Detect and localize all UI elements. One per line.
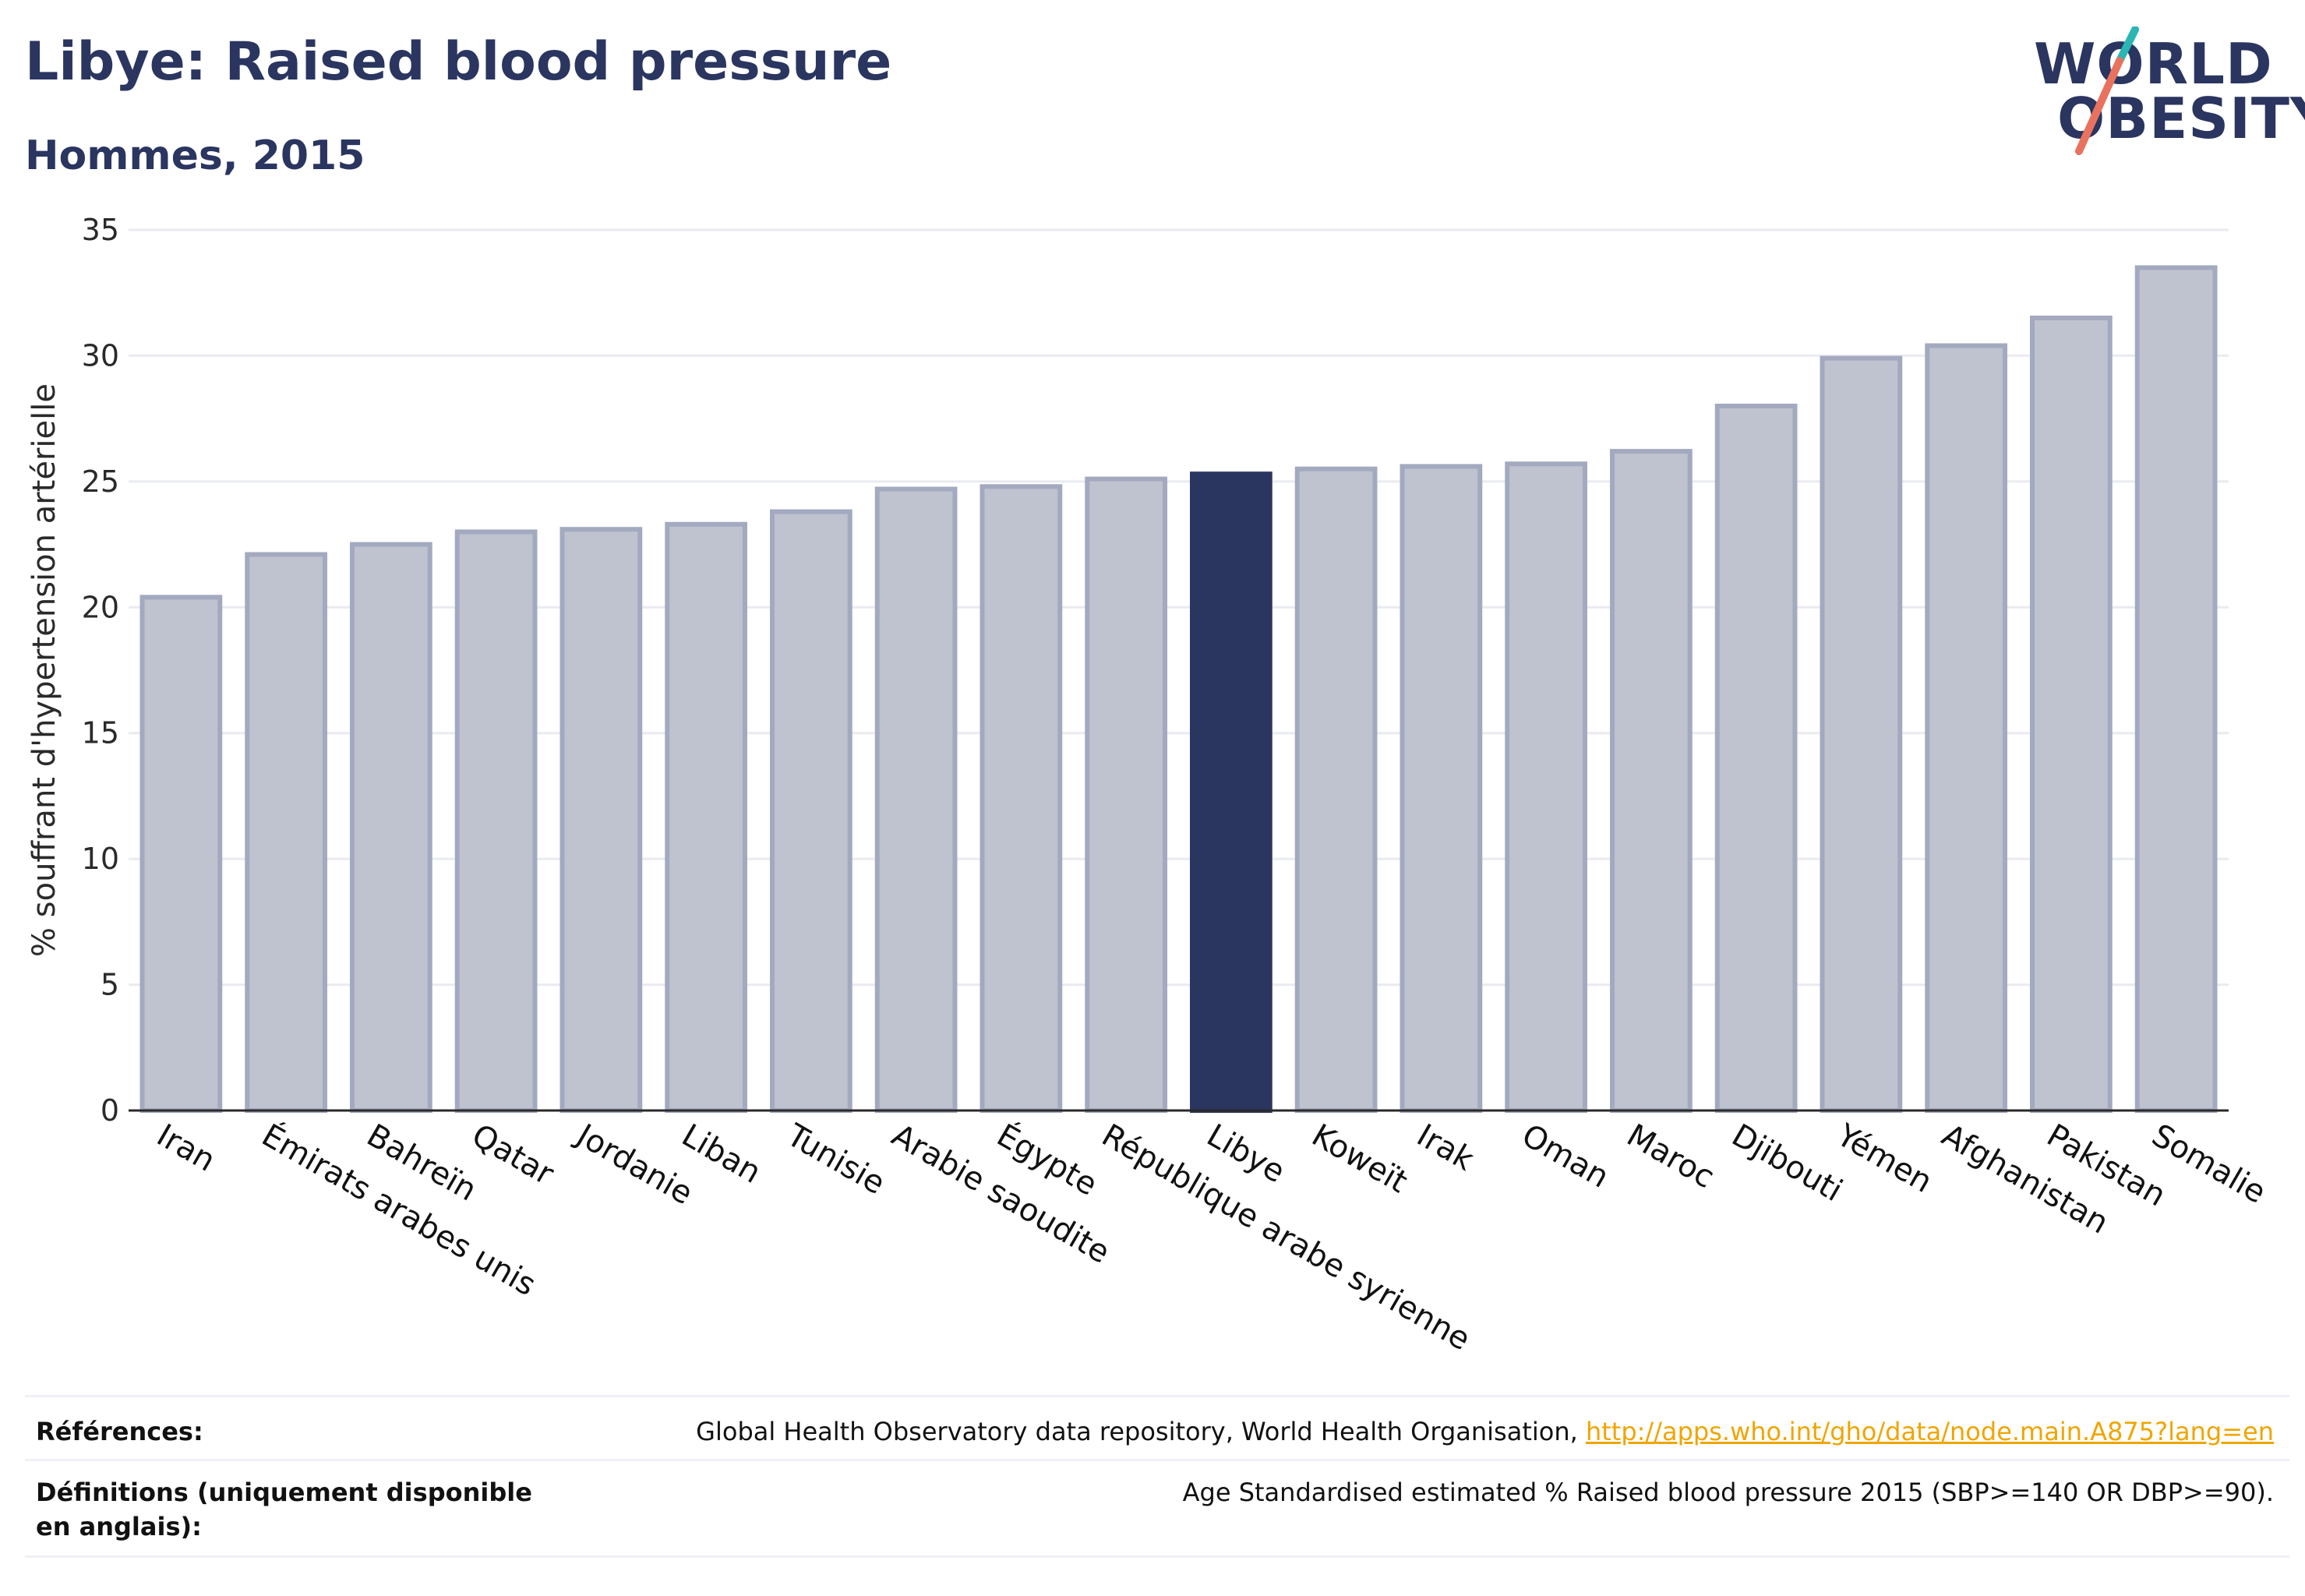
- chart-title: Libye: Raised blood pressure: [25, 31, 892, 93]
- references-text: Global Health Observatory data repositor…: [696, 1417, 1586, 1446]
- x-tick-label: Somalie: [2146, 1118, 2272, 1211]
- references-label: Références:: [36, 1417, 203, 1446]
- y-tick-label: 5: [101, 968, 119, 1002]
- x-tick-label: Koweït: [1306, 1118, 1414, 1200]
- bar-chart: 0 5 10 15 20 25 30 35 % souffrant d'hypertension…: [26, 213, 2272, 1356]
- bar: [2030, 316, 2113, 1113]
- bar: [1294, 466, 1378, 1113]
- bar: [1925, 343, 2007, 1113]
- bar: [2134, 265, 2218, 1113]
- x-tick-label: Iran: [150, 1118, 221, 1179]
- world-obesity-logo: WORLD OBESITY: [2034, 26, 2305, 171]
- definitions-value: Age Standardised estimated % Raised bloo…: [1182, 1478, 2274, 1507]
- bar: [1085, 476, 1167, 1113]
- bar: [245, 552, 327, 1113]
- y-tick-label: 30: [82, 338, 119, 373]
- bar: [1610, 449, 1693, 1114]
- x-tick-label: Maroc: [1621, 1118, 1721, 1195]
- x-tick-label: Yémen: [1830, 1117, 1939, 1200]
- references-row: Références: Global Health Observatory da…: [25, 1395, 2289, 1460]
- bar: [1400, 464, 1483, 1113]
- bar: [454, 529, 538, 1113]
- x-tick-label: Djibouti: [1726, 1118, 1848, 1209]
- bar: [1714, 404, 1798, 1113]
- references-value: Global Health Observatory data repositor…: [696, 1414, 2274, 1449]
- bar: [350, 542, 432, 1114]
- bar: [874, 486, 958, 1113]
- logo-slash-icon: [2075, 26, 2139, 155]
- references-link[interactable]: http://apps.who.int/gho/data/node.main.A…: [1585, 1417, 2274, 1446]
- y-tick-label: 25: [82, 464, 119, 499]
- x-tick-label: Irak: [1410, 1118, 1480, 1178]
- y-tick-label: 35: [82, 213, 119, 247]
- bar: [1190, 471, 1273, 1113]
- y-tick-label: 20: [82, 590, 119, 624]
- x-tick-label: Oman: [1516, 1118, 1615, 1195]
- bar: [980, 484, 1063, 1114]
- x-tick-label: Jordanie: [569, 1116, 699, 1212]
- bar: [139, 595, 223, 1113]
- footer-bottom-rule: [25, 1555, 2289, 1558]
- x-tick-label: Tunisie: [780, 1117, 891, 1202]
- y-tick-label: 10: [82, 842, 119, 876]
- bar: [665, 521, 747, 1113]
- bar: [1820, 355, 1903, 1113]
- chart-subtitle: Hommes, 2015: [25, 132, 365, 179]
- y-tick-label: 0: [101, 1093, 119, 1128]
- y-axis-label: % souffrant d'hypertension artérielle: [26, 383, 62, 957]
- logo-line-1: WORLD: [2034, 31, 2273, 97]
- logo-line-2: OBESITY: [2057, 86, 2305, 151]
- definitions-row: Définitions (uniquement disponible en an…: [25, 1459, 2289, 1558]
- definitions-label: Définitions (uniquement disponible en an…: [36, 1478, 532, 1541]
- bar: [770, 509, 852, 1114]
- y-tick-label: 15: [82, 716, 119, 750]
- bar: [559, 527, 643, 1113]
- bar: [1505, 461, 1587, 1113]
